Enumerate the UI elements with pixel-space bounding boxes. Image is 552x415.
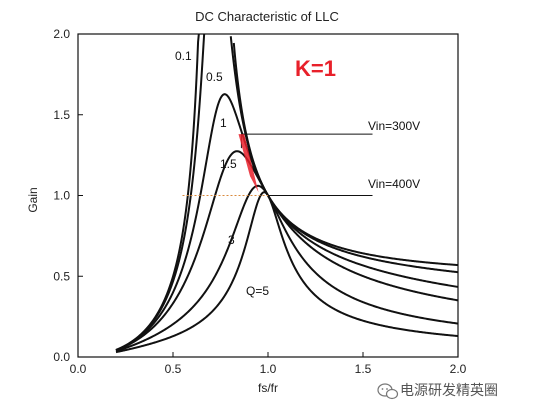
- y-tick-label: 0.0: [53, 350, 70, 364]
- y-tick-labels: 0.0 0.5 1.0 1.5 2.0: [53, 27, 70, 364]
- curve-label-0-1: 0.1: [175, 49, 192, 63]
- x-tick-label: 0.0: [70, 362, 87, 376]
- curve-label-q-5: Q=5: [246, 284, 269, 298]
- series-line-q-5: [115, 191, 459, 354]
- curve-label-1: 1: [220, 116, 227, 130]
- vin-400v-label: Vin=400V: [368, 177, 420, 191]
- y-tick-label: 1.0: [53, 189, 70, 203]
- watermark-text: 电源研发精英圈: [400, 382, 498, 398]
- curve-label-3: 3: [228, 233, 235, 247]
- x-tick-label: 1.0: [260, 362, 277, 376]
- wechat-logo-icon: [377, 383, 399, 400]
- tick-marks: [77, 33, 459, 358]
- series-curves: [115, 33, 459, 354]
- x-tick-label: 1.5: [355, 362, 372, 376]
- series-line-q-1: [115, 93, 459, 352]
- y-tick-label: 2.0: [53, 27, 70, 41]
- curve-label-1-5: 1.5: [220, 157, 237, 171]
- curve-label-0-5: 0.5: [206, 70, 223, 84]
- x-tick-labels: 0.0 0.5 1.0 1.5 2.0: [70, 362, 467, 376]
- y-axis-label: Gain: [26, 187, 40, 212]
- x-tick-label: 2.0: [450, 362, 467, 376]
- series-line-q-1-5: [115, 150, 459, 352]
- x-axis-label: fs/fr: [258, 381, 278, 395]
- chart-title: DC Characteristic of LLC: [195, 9, 339, 24]
- k-value-annotation: K=1: [295, 56, 336, 81]
- y-tick-label: 0.5: [53, 269, 70, 283]
- vin-300v-label: Vin=300V: [368, 119, 420, 133]
- series-line-q-3: [115, 184, 459, 353]
- y-tick-label: 1.5: [53, 108, 70, 122]
- x-tick-label: 0.5: [165, 362, 182, 376]
- operating-region-highlight: [238, 134, 259, 193]
- watermark: 电源研发精英圈: [377, 382, 498, 400]
